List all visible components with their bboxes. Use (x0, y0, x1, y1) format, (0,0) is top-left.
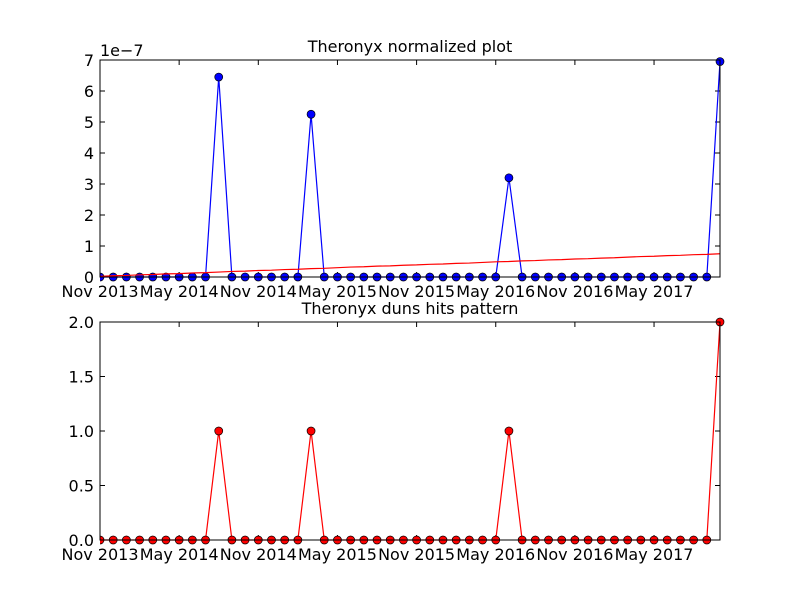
x-tick-label: Nov 2015 (378, 545, 455, 564)
x-tick-label: Nov 2013 (61, 545, 138, 564)
x-tick-label: Nov 2013 (61, 282, 138, 301)
x-tick-label: May 2016 (456, 282, 535, 301)
axes-frame (99, 321, 721, 541)
series-line (100, 253, 721, 277)
y-tick-label: 2 (84, 206, 94, 225)
x-tick-label: May 2015 (298, 545, 377, 564)
data-point (504, 426, 514, 436)
y-tick-label: 1.0 (69, 422, 94, 441)
data-point (504, 173, 514, 183)
y-tick-label: 1.5 (69, 368, 94, 387)
x-tick-label: May 2015 (298, 282, 377, 301)
x-tick-label: Nov 2016 (536, 282, 613, 301)
x-tick-label: Nov 2014 (220, 282, 297, 301)
x-tick-label: Nov 2016 (536, 545, 613, 564)
y-tick-label: 0 (84, 268, 94, 287)
x-tick-label: May 2017 (615, 282, 694, 301)
x-tick-label: Nov 2014 (220, 545, 297, 564)
data-point (306, 109, 316, 119)
data-point (306, 426, 316, 436)
y-tick-label: 4 (84, 144, 94, 163)
x-tick-label: May 2014 (140, 545, 219, 564)
chart-title: Theronyx normalized plot (307, 37, 513, 56)
y-tick-label: 2.0 (69, 313, 94, 332)
x-tick-label: Nov 2015 (378, 282, 455, 301)
chart-title: Theronyx duns hits pattern (301, 299, 519, 318)
y-tick-label: 6 (84, 82, 94, 101)
y-tick-label: 1 (84, 237, 94, 256)
y-tick-label: 7 (84, 51, 94, 70)
x-tick-label: May 2017 (615, 545, 694, 564)
x-tick-label: May 2014 (140, 282, 219, 301)
offset-label: 1e−7 (100, 41, 144, 60)
y-tick-label: 3 (84, 175, 94, 194)
axes-frame (99, 59, 721, 278)
data-point (214, 72, 224, 82)
x-tick-label: May 2016 (456, 545, 535, 564)
y-tick-label: 0.5 (69, 477, 94, 496)
data-point (214, 426, 224, 436)
y-tick-label: 5 (84, 113, 94, 132)
y-tick-label: 0.0 (69, 531, 94, 550)
